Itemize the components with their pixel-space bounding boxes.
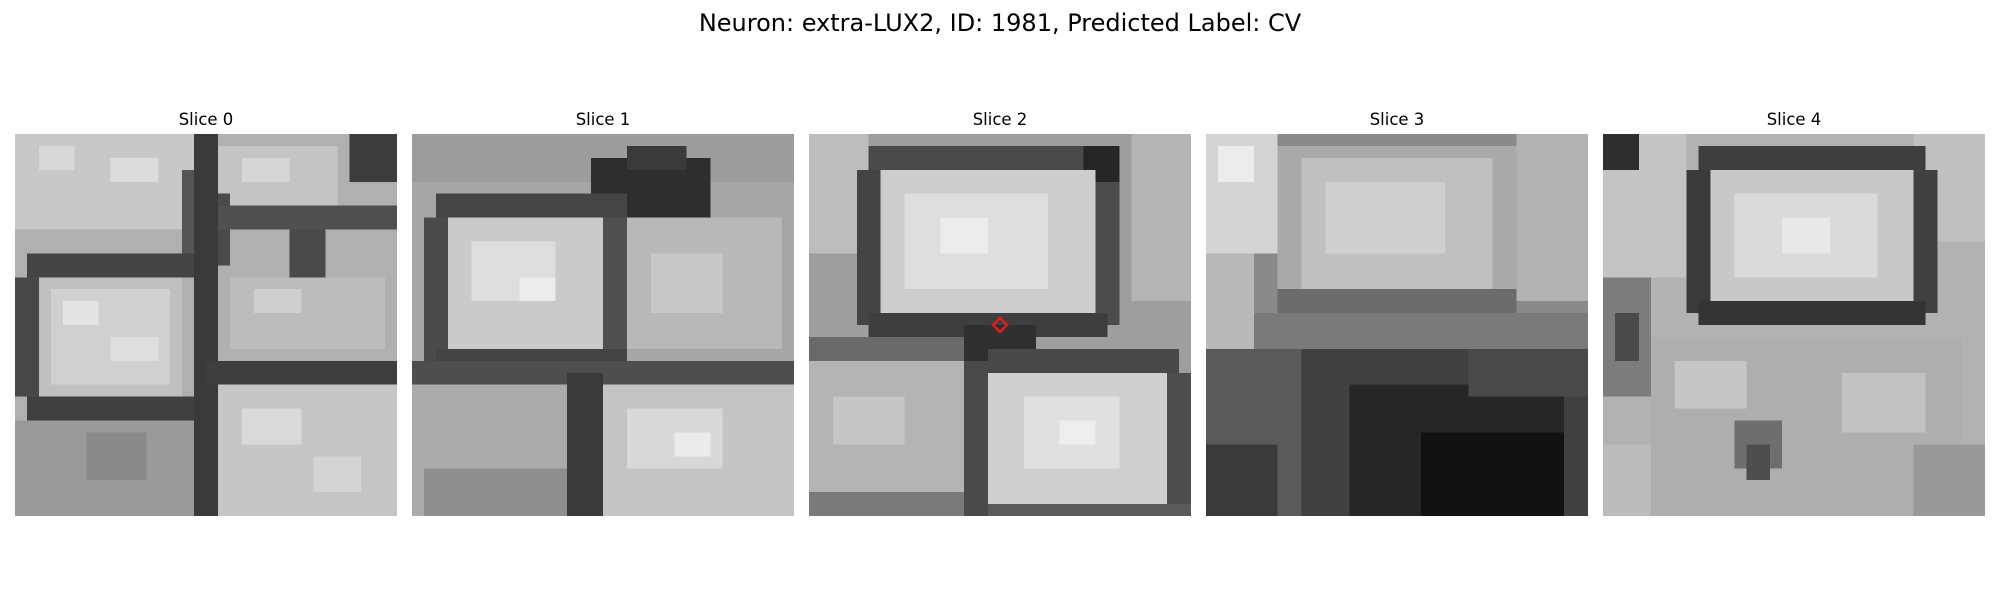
slice-panel-2: Slice 2 — [809, 108, 1191, 516]
microscopy-image — [412, 134, 794, 516]
slice-panel-0: Slice 0 — [15, 108, 397, 516]
slice-panel-1: Slice 1 — [412, 108, 794, 516]
slice-title: Slice 2 — [972, 110, 1028, 129]
slice-title: Slice 3 — [1369, 110, 1425, 129]
microscopy-image — [1206, 134, 1588, 516]
figure-title: Neuron: extra-LUX2, ID: 1981, Predicted … — [698, 9, 1302, 37]
slice-panel-4: Slice 4 — [1603, 108, 1985, 516]
microscopy-image — [15, 134, 397, 516]
slice-title: Slice 0 — [178, 110, 234, 129]
microscopy-image — [809, 134, 1191, 516]
slice-title: Slice 1 — [575, 110, 631, 129]
slice-panel-3: Slice 3 — [1206, 108, 1588, 516]
slice-title: Slice 4 — [1766, 110, 1822, 129]
microscopy-image — [1603, 134, 1985, 516]
